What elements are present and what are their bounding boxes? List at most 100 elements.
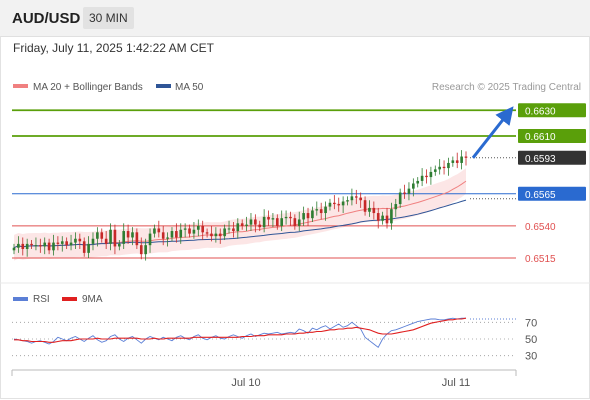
candle-body	[425, 175, 428, 178]
candle-body	[280, 218, 283, 226]
candle-body	[403, 192, 406, 194]
candle-body	[407, 188, 411, 194]
candle-body	[315, 209, 319, 211]
candle-body	[267, 216, 270, 220]
candle-body	[60, 241, 64, 244]
x-tick-label: Jul 11	[442, 377, 471, 389]
candle-body	[363, 200, 367, 212]
source-credit: Research © 2025 Trading Central	[432, 82, 581, 93]
candle-body	[17, 243, 20, 248]
candle-body	[96, 232, 99, 239]
candle-body	[113, 229, 117, 247]
candle-body	[420, 175, 424, 181]
candle-body	[12, 247, 16, 251]
rsi-tick-label: 30	[525, 351, 537, 363]
legend-swatch-ma20	[13, 84, 28, 88]
candle-body	[271, 218, 275, 220]
legend-label-rsi: RSI	[33, 294, 50, 305]
legend-label-ma50: MA 50	[175, 82, 204, 93]
candle-body	[34, 245, 38, 247]
candle-body	[135, 232, 139, 246]
candle-body	[254, 219, 257, 225]
candle-body	[333, 202, 336, 205]
candle-body	[319, 209, 323, 214]
candle-body	[297, 219, 301, 226]
candle-body	[442, 166, 446, 169]
level-tag	[518, 128, 586, 143]
candle-body	[65, 241, 68, 246]
candle-body	[87, 243, 90, 253]
level-label: 0.6593	[525, 154, 556, 165]
candle-body	[416, 180, 420, 184]
candle-body	[39, 245, 42, 247]
candle-body	[47, 242, 51, 251]
rsi-9ma-line	[14, 317, 467, 343]
candle-body	[455, 160, 459, 163]
candle-body	[429, 171, 433, 178]
projection-arrow	[471, 106, 514, 159]
timeframe-button[interactable]: 30 MIN	[83, 7, 134, 29]
candle-body	[385, 215, 389, 224]
candle-body	[337, 204, 341, 206]
candle-body	[289, 216, 292, 219]
chart-header: AUD/USD 30 MIN	[0, 0, 590, 37]
candle-body	[56, 242, 60, 244]
candle-body	[394, 204, 398, 210]
candle-body	[104, 238, 108, 244]
candle-body	[245, 224, 248, 226]
candle-body	[372, 207, 376, 214]
candle-body	[157, 228, 161, 233]
candle-body	[170, 231, 174, 238]
candle-body	[258, 224, 262, 228]
level-label: 0.6630	[525, 106, 556, 117]
candle-body	[139, 245, 143, 255]
rsi-tick-label: 70	[525, 317, 537, 329]
candle-body	[78, 238, 82, 242]
candle-body	[398, 192, 402, 205]
candle-body	[460, 156, 463, 163]
level-tag	[518, 150, 586, 165]
candle-body	[188, 228, 191, 234]
price-panel: 0.6630 0.6610 0.6593 0.6565 0.6540 0.6515	[12, 103, 586, 265]
candle-body	[153, 228, 156, 234]
candle-body	[311, 210, 314, 219]
candle-body	[91, 238, 95, 244]
candle-body	[341, 201, 345, 206]
candle-body	[166, 237, 169, 239]
candle-body	[262, 216, 266, 228]
candle-body	[249, 219, 253, 225]
candle-body	[126, 231, 130, 238]
candle-body	[118, 243, 121, 247]
legend-swatch-rsi	[13, 297, 28, 301]
candle-body	[236, 223, 240, 232]
candle-body	[368, 207, 371, 212]
candle-body	[447, 162, 450, 169]
candle-body	[324, 206, 327, 214]
candle-body	[328, 202, 332, 207]
candle-body	[82, 241, 86, 253]
level-label: 0.6515	[525, 254, 556, 265]
candle-body	[227, 228, 231, 230]
legend-label-ma20: MA 20 + Bollinger Bands	[33, 82, 143, 93]
x-tick-label: Jul 10	[231, 377, 260, 389]
candle-body	[144, 245, 147, 255]
candle-body	[131, 232, 134, 238]
level-label: 0.6610	[525, 132, 556, 143]
candle-body	[69, 242, 73, 246]
candle-body	[74, 238, 77, 243]
candle-body	[25, 243, 29, 250]
level-label: 0.6565	[525, 190, 556, 201]
candle-body	[275, 218, 279, 226]
rsi-panel: 70 50 30	[12, 317, 537, 363]
bollinger-band	[14, 168, 466, 261]
candle-body	[302, 213, 305, 220]
candle-body	[451, 160, 455, 163]
candle-body	[438, 166, 441, 170]
level-tag	[518, 103, 586, 118]
candle-body	[223, 228, 226, 237]
candle-body	[148, 233, 152, 246]
candle-body	[412, 183, 415, 189]
candle-body	[21, 243, 25, 250]
rsi-tick-label: 50	[525, 334, 537, 346]
